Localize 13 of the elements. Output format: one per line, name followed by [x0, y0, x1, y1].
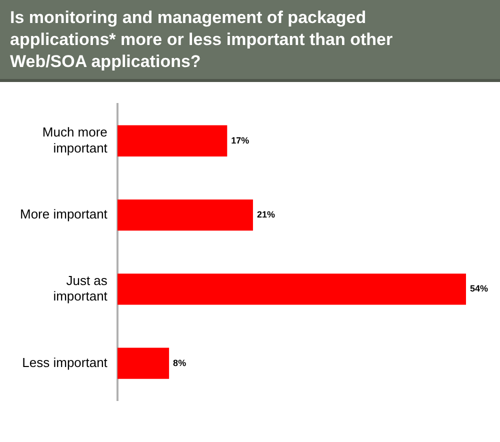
y-tick-label: More important: [20, 206, 108, 222]
bar: [117, 348, 170, 379]
data-label: 21%: [256, 210, 275, 220]
data-label: 54%: [470, 284, 488, 294]
y-tick-label: Much more important: [42, 124, 108, 156]
data-label: 8%: [173, 358, 186, 368]
bar: [117, 274, 466, 305]
data-label: 17%: [231, 135, 250, 146]
bar: [117, 125, 228, 156]
chart-title: Is monitoring and management of packaged applications* more or less important than other Web/SOA applications?: [0, 0, 500, 82]
y-tick-label: Just as important: [53, 272, 108, 304]
y-tick-label: Less important: [22, 354, 108, 370]
bar: [117, 199, 253, 231]
